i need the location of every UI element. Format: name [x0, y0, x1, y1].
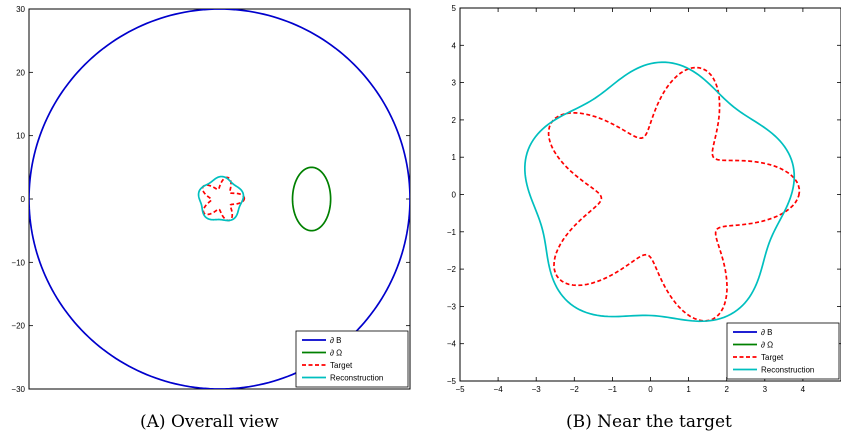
legend-entry: ∂ Ω — [761, 341, 773, 350]
x-tick-label: 2 — [724, 385, 729, 394]
y-tick-label: −4 — [447, 340, 457, 349]
legend-entry: Target — [761, 353, 784, 362]
y-tick-label: −1 — [447, 228, 457, 237]
x-tick-label: −3 — [532, 385, 542, 394]
series-target-curve — [549, 68, 800, 321]
legend-entry: ∂ B — [761, 328, 773, 337]
x-tick-label: 3 — [763, 385, 768, 394]
x-tick-label: −4 — [494, 385, 504, 394]
series--curve — [293, 167, 331, 230]
x-tick-label: 0 — [648, 385, 653, 394]
y-tick-label: 4 — [452, 41, 457, 50]
legend-entry: ∂ B — [330, 336, 342, 345]
y-tick-label: 2 — [452, 116, 457, 125]
y-tick-label: 30 — [16, 5, 25, 14]
panel-overall-view: 30 20 10 0 −10 −20 −30 ∂ B ∂ Ω Target Reconstructi… — [11, 5, 410, 394]
caption-a: (A) Overall view — [140, 412, 279, 432]
series-reconstruction-curve — [525, 62, 794, 321]
x-tick-label: −5 — [455, 385, 465, 394]
y-tick-label: −20 — [11, 322, 25, 331]
x-tick-label: −1 — [608, 385, 618, 394]
y-tick-label: 1 — [452, 153, 457, 162]
caption-b: (B) Near the target — [566, 412, 732, 432]
y-tick-label: −10 — [11, 258, 25, 267]
y-tick-label: 0 — [452, 191, 457, 200]
legend-entry: Reconstruction — [330, 374, 383, 383]
y-tick-label: 3 — [452, 79, 457, 88]
x-tick-label: 4 — [801, 385, 806, 394]
y-tick-label: 10 — [16, 132, 25, 141]
series-reconstruction-curve — [199, 177, 244, 221]
x-tick-label: 1 — [686, 385, 691, 394]
x-tick-label: −2 — [570, 385, 580, 394]
y-tick-label: 20 — [16, 68, 25, 77]
y-tick-label: −3 — [447, 302, 457, 311]
legend-entry: ∂ Ω — [330, 349, 342, 358]
y-tick-label: 5 — [452, 4, 457, 13]
y-tick-label: −2 — [447, 265, 457, 274]
y-tick-label: −30 — [11, 385, 25, 394]
y-tick-label: 0 — [21, 195, 26, 204]
legend-entry: Target — [330, 361, 353, 370]
legend-entry: Reconstruction — [761, 366, 814, 375]
plot-area — [525, 62, 799, 321]
